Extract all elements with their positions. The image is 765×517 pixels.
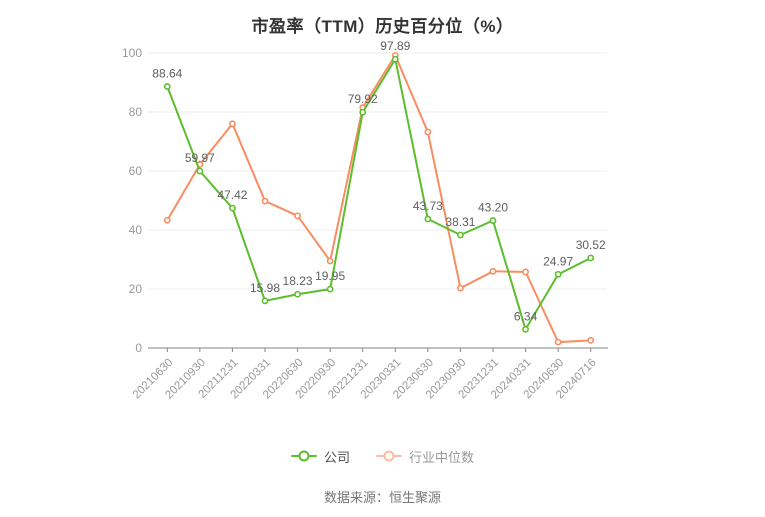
y-axis-label: 80 [129,105,143,119]
data-point-label: 24.97 [543,254,573,268]
series-line-industry-median [166,54,592,344]
data-point-label: 30.52 [576,238,606,252]
legend: 公司 行业中位数 [0,445,765,467]
data-point-marker[interactable] [326,285,334,293]
data-point-marker[interactable] [163,216,171,224]
series-line-company [166,58,592,331]
data-source-note: 数据来源：恒生聚源 [323,490,441,505]
chart-title: 市盈率（TTM）历史百分位（%） [251,17,514,36]
data-point-label: 18.23 [283,274,313,288]
data-point-marker[interactable] [326,257,334,265]
data-point-label: 43.20 [478,201,508,215]
data-point-marker[interactable] [359,108,367,116]
y-axis-label: 100 [122,46,142,60]
data-point-marker[interactable] [424,215,432,223]
data-point-label: 59.97 [185,151,215,165]
data-point-marker[interactable] [229,204,236,212]
data-point-label: 6.34 [514,309,538,323]
data-point-marker[interactable] [391,55,399,63]
data-point-marker[interactable] [554,270,562,278]
legend-label-industry-median: 行业中位数 [409,449,475,465]
data-point-marker[interactable] [196,167,204,175]
data-point-label: 88.64 [152,67,182,81]
y-axis-label: 40 [129,223,143,237]
data-point-marker[interactable] [489,267,497,275]
data-point-marker[interactable] [424,128,432,136]
chart-canvas: 0204060801002021063020210930202112312022… [122,39,608,401]
legend-item-company[interactable]: 公司 [290,447,350,466]
industry-median-series-marker-icon [376,450,402,462]
data-point-marker[interactable] [587,254,595,262]
legend-item-industry-median[interactable]: 行业中位数 [376,447,474,466]
company-series-marker-icon [290,450,317,462]
chart-area: 0 20 40 60 80 100 20210630 20210930 20211231 2022… [122,39,608,401]
data-point-label: 38.31 [445,215,475,229]
data-point-label: 15.98 [250,281,280,295]
data-point-label: 47.42 [217,188,247,202]
data-point-marker[interactable] [163,83,171,90]
data-point-marker[interactable] [522,268,529,276]
data-point-marker[interactable] [587,336,595,344]
data-point-marker[interactable] [229,120,236,128]
data-point-label: 43.73 [413,199,443,213]
data-point-label: 19.95 [315,269,345,283]
data-point-label: 97.89 [380,39,410,53]
data-point-marker[interactable] [554,338,562,346]
data-point-marker[interactable] [294,290,301,298]
data-point-marker[interactable] [522,325,529,333]
data-point-marker[interactable] [457,284,464,292]
legend-label-company: 公司 [323,449,350,465]
data-point-marker[interactable] [457,231,464,239]
y-axis-label: 60 [129,164,143,178]
data-point-marker[interactable] [261,197,269,205]
data-point-marker[interactable] [294,212,301,220]
data-point-marker[interactable] [489,217,497,224]
y-axis-label: 20 [129,282,143,296]
data-point-label: 79.92 [348,92,378,106]
data-point-marker[interactable] [261,297,269,305]
y-axis-label: 0 [135,341,142,355]
